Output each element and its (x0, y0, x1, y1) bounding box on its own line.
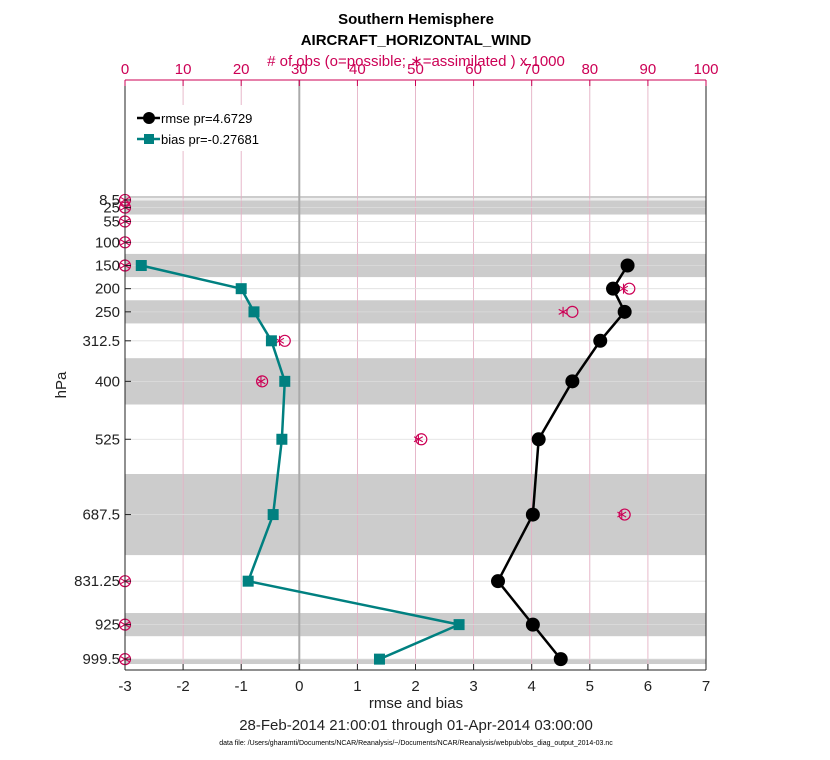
y-tick-label: 250 (95, 304, 120, 321)
legend: rmse pr=4.6729 bias pr=-0.27681 (130, 105, 290, 151)
top-tick-label: 0 (121, 61, 129, 78)
data-file-footnote: data file: /Users/gharamti/Documents/NCA… (219, 740, 613, 747)
possible-obs-marker (415, 433, 428, 446)
y-axis-label: hPa (53, 371, 70, 398)
top-tick-label: 40 (349, 61, 366, 78)
rmse-point (525, 507, 540, 522)
asterisk-stroke (256, 378, 266, 385)
bias-point (279, 375, 291, 387)
grid (124, 80, 707, 670)
possible-obs-marker (618, 508, 631, 521)
bias-point (453, 619, 465, 631)
y-tick-label: 687.5 (82, 507, 120, 524)
x-tick-label: 2 (411, 678, 419, 695)
bias-point (248, 306, 260, 318)
y-tick-label: 25 (103, 200, 120, 217)
bias-point (265, 335, 277, 347)
rmse-point (620, 258, 635, 273)
top-tick-label: 80 (581, 61, 598, 78)
top-tick-label: 70 (523, 61, 540, 78)
assimilated-obs-marker (617, 509, 627, 520)
x-tick-label: 1 (353, 678, 361, 695)
x-tick-label: 3 (469, 678, 477, 695)
bias-point (235, 283, 247, 295)
x-tick-label: 5 (586, 678, 594, 695)
x-tick-label: 7 (702, 678, 710, 695)
chart-title: Southern Hemisphere (338, 11, 494, 28)
y-tick-label: 999.5 (82, 651, 120, 668)
x-tick-label: -1 (235, 678, 248, 695)
legend-box (130, 105, 290, 151)
bias-point (373, 653, 385, 665)
bias-point (135, 260, 147, 272)
rmse-point (525, 617, 540, 632)
x-axis-label: rmse and bias (369, 695, 463, 712)
y-tick-label: 200 (95, 281, 120, 298)
top-tick-label: 30 (291, 61, 308, 78)
y-tick-label: 925 (95, 617, 120, 634)
x-tick-label: -2 (176, 678, 189, 695)
assimilated-obs-marker (618, 283, 629, 294)
rmse-line (496, 264, 629, 660)
y-tick-label: 100 (95, 234, 120, 251)
rmse-point (565, 374, 580, 389)
legend-rmse-marker (143, 112, 155, 124)
rmse-point (617, 304, 632, 319)
x-tick-label: 6 (644, 678, 652, 695)
top-tick-label: 60 (465, 61, 482, 78)
assimilated-obs-marker (558, 306, 568, 317)
top-tick-label: 10 (175, 61, 192, 78)
top-axis-label: # of obs (o=possible; ∗=assimilated ) x … (267, 53, 565, 70)
asterisk-stroke (618, 285, 629, 292)
date-range: 28-Feb-2014 21:00:01 through 01-Apr-2014… (239, 717, 593, 734)
rmse-point (593, 333, 608, 348)
legend-bias-marker (144, 134, 154, 144)
bias-point (276, 433, 288, 445)
x-tick-label: 0 (295, 678, 303, 695)
possible-obs-marker (256, 375, 269, 388)
bias-point (242, 575, 254, 587)
rmse-point (531, 432, 546, 447)
rmse-point (606, 281, 621, 296)
x-tick-label: 4 (528, 678, 536, 695)
top-tick-label: 90 (640, 61, 657, 78)
tick-labels: -3 -2 -1 0 1 2 3 4 5 6 70 10 20 30 40 50 60 70 80 90 1008.52… (74, 61, 718, 695)
chart-subtitle: AIRCRAFT_HORIZONTAL_WIND (301, 32, 532, 49)
bias-point (267, 509, 279, 521)
bias-line (140, 264, 464, 661)
possible-obs-marker (566, 305, 579, 318)
assimilated-obs-marker (256, 376, 266, 387)
rmse-point (491, 574, 506, 589)
asterisk-stroke (617, 511, 627, 518)
y-tick-label: 831.25 (74, 573, 120, 590)
top-tick-label: 50 (407, 61, 424, 78)
y-tick-label: 400 (95, 373, 120, 390)
legend-bias-label: bias pr=-0.27681 (161, 132, 259, 147)
assimilated-obs-marker (413, 434, 424, 445)
y-tick-label: 525 (95, 431, 120, 448)
top-tick-label: 100 (693, 61, 718, 78)
y-tick-label: 8.5 (99, 192, 120, 209)
y-tick-label: 55 (103, 213, 120, 230)
asterisk-stroke (558, 308, 568, 315)
top-tick-label: 20 (233, 61, 250, 78)
y-tick-label: 312.5 (82, 333, 120, 350)
x-tick-label: -3 (118, 678, 131, 695)
rmse-point (553, 652, 568, 667)
series-lines (135, 258, 635, 667)
asterisk-stroke (413, 436, 424, 443)
y-tick-label: 150 (95, 258, 120, 275)
legend-rmse-label: rmse pr=4.6729 (161, 111, 252, 126)
